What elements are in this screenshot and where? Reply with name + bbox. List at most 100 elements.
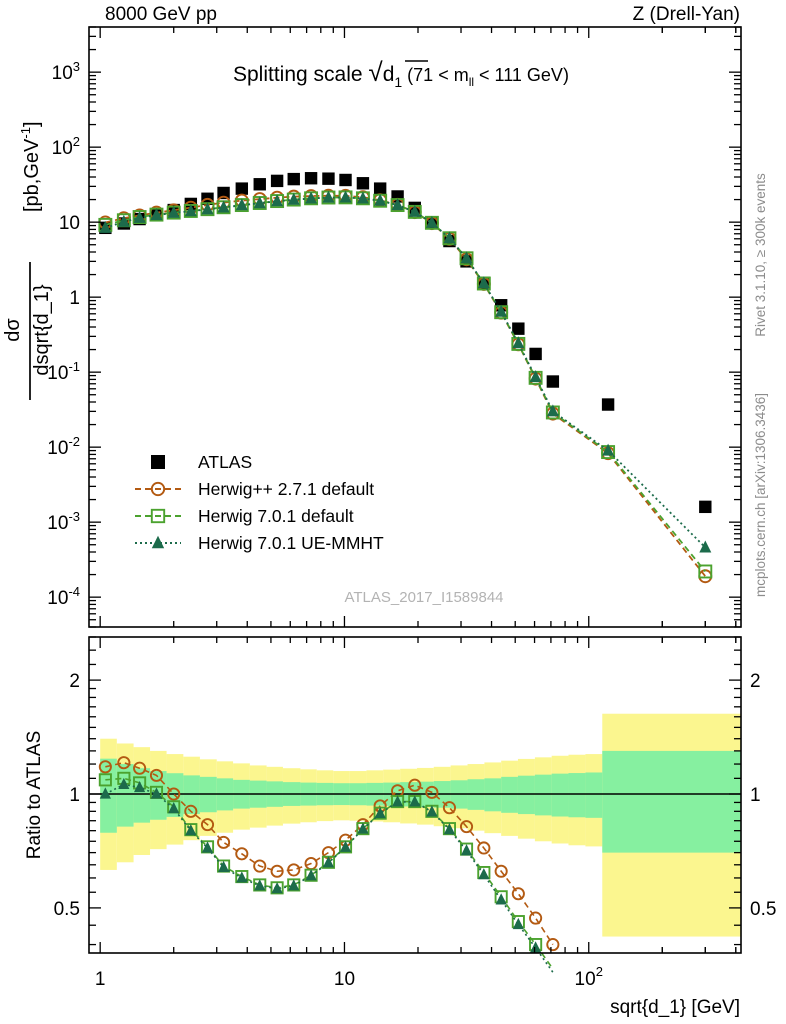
data-marker	[217, 860, 230, 872]
data-marker	[117, 214, 130, 227]
data-marker	[118, 777, 130, 790]
data-marker	[287, 192, 300, 205]
rivet-version-label: Rivet 3.1.10, ≥ 300k events	[753, 173, 768, 337]
data-marker	[529, 370, 542, 383]
data-marker	[373, 182, 387, 195]
data-marker	[270, 864, 284, 878]
data-marker	[168, 802, 180, 814]
data-marker	[133, 780, 146, 793]
band-segment-inner	[183, 775, 200, 815]
data-marker	[512, 322, 525, 335]
data-marker	[271, 194, 284, 207]
data-marker	[270, 174, 284, 188]
band-segment-inner	[585, 772, 603, 818]
data-marker	[150, 208, 163, 221]
main-y-tick-label: 103	[52, 59, 80, 84]
data-marker	[253, 859, 267, 873]
legend: ATLAS Herwig++ 2.7.1 default Herwig 7.0.1 …	[135, 452, 384, 553]
data-marker	[495, 304, 508, 317]
main-y-tick-label: 1	[69, 288, 80, 309]
series-line	[105, 194, 707, 577]
data-marker	[374, 193, 387, 206]
main-y-tick-label: 10-2	[47, 434, 80, 459]
data-marker	[322, 856, 335, 868]
data-marker	[512, 917, 524, 930]
data-marker	[356, 177, 370, 190]
data-marker	[529, 911, 543, 925]
data-marker	[254, 879, 266, 891]
series-line	[105, 196, 707, 573]
data-marker	[512, 336, 525, 349]
ratio-series-line	[105, 761, 554, 946]
data-marker	[322, 172, 335, 185]
data-marker	[201, 202, 214, 215]
data-marker	[546, 938, 560, 952]
data-marker	[356, 191, 369, 204]
data-marker	[546, 404, 559, 417]
data-marker	[150, 787, 163, 799]
main-plot-title: Splitting scale √d1 (71 < mll < 111 GeV)	[233, 57, 569, 90]
band-segment-inner	[534, 774, 552, 816]
data-marker	[288, 879, 300, 891]
data-marker	[150, 481, 166, 497]
legend-label-0: ATLAS	[198, 452, 252, 472]
data-marker	[601, 398, 615, 411]
analysis-id-watermark: ATLAS_2017_I1589844	[344, 589, 503, 606]
header-right: Z (Drell-Yan)	[633, 4, 740, 25]
legend-label-3: Herwig 7.0.1 UE-MMHT	[198, 533, 384, 553]
ratio-y-tick-label: 1	[69, 785, 80, 806]
data-marker	[185, 824, 197, 836]
data-marker	[477, 276, 490, 289]
ratio-series-herwig-7-0-1-ue-mmht	[99, 777, 554, 973]
legend-label-1: Herwig++ 2.7.1 default	[198, 479, 374, 499]
data-marker	[322, 190, 335, 203]
ratio-y-tick-label: 2	[69, 671, 80, 692]
data-marker	[200, 818, 215, 832]
data-marker	[201, 841, 214, 853]
header-left: 8000 GeV pp	[105, 4, 217, 25]
data-marker	[151, 455, 165, 469]
ratio-y-axis-label: Ratio to ATLAS	[24, 731, 45, 860]
band-segment-inner	[501, 776, 518, 813]
x-ticks	[99, 637, 737, 953]
data-marker	[460, 844, 473, 856]
main-y-tick-label: 10	[59, 213, 80, 234]
data-marker	[150, 508, 166, 524]
data-marker	[529, 347, 542, 361]
series-herwig-7-0-1-default	[98, 190, 713, 579]
data-marker	[184, 804, 198, 818]
data-marker	[460, 251, 473, 264]
data-marker	[426, 805, 438, 817]
data-marker	[151, 535, 165, 549]
data-marker	[98, 773, 112, 787]
data-marker	[425, 215, 438, 228]
main-y-tick-label: 10-1	[47, 359, 80, 384]
band-segment-inner	[517, 775, 535, 815]
data-marker	[339, 190, 352, 203]
series-atlas	[99, 172, 712, 514]
data-marker	[235, 847, 249, 861]
data-marker	[698, 569, 713, 584]
main-panel-frame	[88, 26, 742, 628]
data-marker	[167, 205, 180, 218]
data-marker	[374, 806, 386, 819]
data-marker	[699, 540, 712, 553]
ratio-y-tick-label-right: 2	[750, 671, 761, 692]
x-ticks	[99, 27, 737, 627]
data-marker	[511, 887, 525, 901]
series-herwig-7-0-1-ue-mmht	[99, 190, 712, 553]
data-marker	[530, 941, 542, 953]
band-segment-inner	[568, 773, 586, 818]
band-segment-inner	[484, 778, 502, 812]
main-y-axis-label: dσ dsqrt{d_1} [pb,GeV-1]	[2, 121, 53, 400]
data-marker	[98, 760, 112, 774]
legend-label-2: Herwig 7.0.1 default	[198, 506, 354, 526]
data-marker	[698, 564, 713, 579]
main-y-tick-label: 10-4	[47, 584, 80, 609]
data-marker	[287, 172, 300, 186]
y-label-unit: [pb,GeV-1]	[18, 121, 43, 212]
band-segment-inner	[551, 773, 569, 817]
data-marker	[425, 785, 439, 799]
data-marker	[99, 220, 112, 233]
